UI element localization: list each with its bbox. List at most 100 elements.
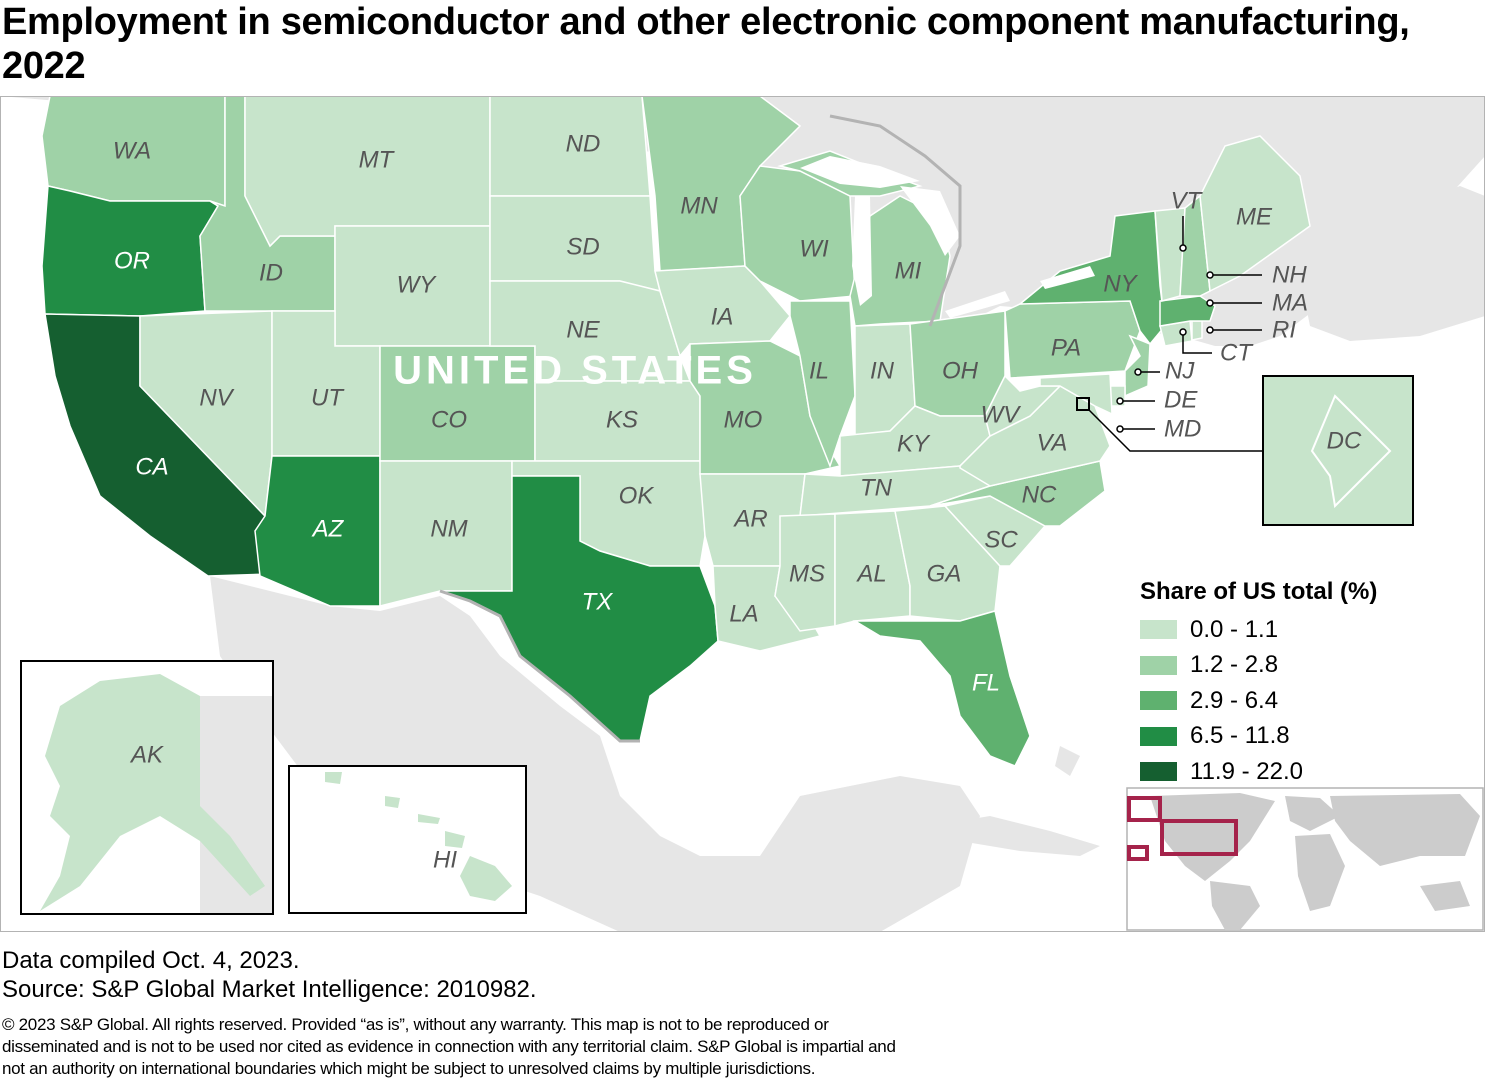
lake-superior xyxy=(800,156,920,188)
label-md: MD xyxy=(1164,415,1201,442)
legend-label: 11.9 - 22.0 xyxy=(1190,757,1303,785)
label-nv: NV xyxy=(199,384,234,411)
lake-erie xyxy=(945,291,1010,318)
state-ri xyxy=(1191,320,1203,341)
map-title: Employment in semiconductor and other el… xyxy=(2,1,1410,87)
label-de: DE xyxy=(1164,386,1198,413)
state-md xyxy=(1039,373,1113,416)
label-il: IL xyxy=(809,357,829,384)
state-ma xyxy=(1159,295,1216,327)
legend-item: 6.5 - 11.8 xyxy=(1140,719,1377,755)
label-az: AZ xyxy=(311,515,345,542)
state-me xyxy=(1199,135,1311,293)
state-hi-molokai xyxy=(418,814,440,824)
legend-title: Share of US total (%) xyxy=(1140,578,1378,605)
state-il xyxy=(789,300,856,469)
lake-ontario xyxy=(1040,266,1095,289)
label-sd: SD xyxy=(566,233,599,260)
legend-item: 1.2 - 2.8 xyxy=(1140,648,1377,684)
label-ks: KS xyxy=(606,406,638,433)
state-hi-big xyxy=(460,856,512,901)
state-hi-maui xyxy=(445,831,465,848)
lake-michigan xyxy=(852,196,872,306)
label-mi: MI xyxy=(895,257,922,284)
us-map: UNITED STATES WA OR CA ID NV MT WY UT AZ… xyxy=(0,96,1485,932)
label-id: ID xyxy=(259,259,283,286)
state-hi-kauai xyxy=(325,772,342,784)
label-la: LA xyxy=(729,600,758,627)
label-ri: RI xyxy=(1272,316,1296,343)
bahamas-land xyxy=(1055,746,1080,776)
world-locator-boxes xyxy=(1127,796,1238,861)
label-oh: OH xyxy=(942,357,979,384)
label-pa: PA xyxy=(1051,334,1081,361)
label-wi: WI xyxy=(799,235,829,262)
label-ma: MA xyxy=(1272,289,1308,316)
label-ny: NY xyxy=(1103,270,1138,297)
footer-notes: Data compiled Oct. 4, 2023. Source: S&P … xyxy=(2,946,537,1004)
label-wy: WY xyxy=(397,271,438,298)
label-ct: CT xyxy=(1220,339,1254,366)
label-wa: WA xyxy=(113,137,151,164)
label-nj: NJ xyxy=(1165,357,1195,384)
legend-item: 0.0 - 1.1 xyxy=(1140,612,1377,648)
label-tn: TN xyxy=(860,474,893,501)
label-or: OR xyxy=(114,247,150,274)
label-ca: CA xyxy=(135,453,168,480)
locator-box-hawaii xyxy=(1127,845,1149,861)
label-va: VA xyxy=(1037,429,1068,456)
map-frame: UNITED STATES WA OR CA ID NV MT WY UT AZ… xyxy=(0,96,1485,932)
state-fl xyxy=(852,610,1031,767)
label-tx: TX xyxy=(582,588,614,615)
label-dc: DC xyxy=(1327,427,1362,454)
legend-label: 2.9 - 6.4 xyxy=(1190,686,1279,714)
label-wv: WV xyxy=(981,401,1022,428)
state-ak xyxy=(40,674,265,911)
copyright-notice: © 2023 S&P Global. All rights reserved. … xyxy=(2,1015,896,1078)
label-mn: MN xyxy=(680,192,718,219)
label-mt: MT xyxy=(359,146,396,173)
label-me: ME xyxy=(1236,203,1273,230)
source-note: Source: S&P Global Market Intelligence: … xyxy=(2,976,537,1003)
world-land xyxy=(1150,793,1480,930)
label-ok: OK xyxy=(619,482,655,509)
state-hi-oahu xyxy=(385,796,400,808)
canada-maritime-land xyxy=(1300,186,1485,341)
label-ut: UT xyxy=(311,384,345,411)
label-nc: NC xyxy=(1022,481,1057,508)
legend-label: 1.2 - 2.8 xyxy=(1190,651,1279,679)
dc-locator-square xyxy=(1076,397,1090,411)
country-label: UNITED STATES xyxy=(393,349,757,393)
dc-leader-line xyxy=(1088,409,1262,452)
label-vt: VT xyxy=(1171,187,1204,214)
legend-label: 0.0 - 1.1 xyxy=(1190,615,1279,643)
data-compiled-note: Data compiled Oct. 4, 2023. xyxy=(2,947,300,974)
legend: Share of US total (%) 0.0 - 1.1 1.2 - 2.… xyxy=(1140,578,1377,790)
legend-swatch xyxy=(1140,762,1177,782)
legend-item: 11.9 - 22.0 xyxy=(1140,754,1377,790)
legend-swatch xyxy=(1140,726,1177,746)
legend-swatch xyxy=(1140,620,1177,640)
lake-huron xyxy=(900,186,960,256)
callout-labels: NH MA RI CT NJ DE MD xyxy=(1164,261,1308,442)
label-ne: NE xyxy=(566,316,600,343)
label-ia: IA xyxy=(711,303,734,330)
label-ar: AR xyxy=(732,505,767,532)
legend-swatch xyxy=(1140,691,1177,711)
states-layer xyxy=(41,96,1311,767)
label-in: IN xyxy=(870,357,895,384)
label-hi: HI xyxy=(433,846,457,873)
locator-box-conus xyxy=(1160,819,1238,856)
cuba-land xyxy=(930,816,1100,856)
label-al: AL xyxy=(855,560,886,587)
label-fl: FL xyxy=(972,669,1000,696)
label-ms: MS xyxy=(789,560,825,587)
us-border-line xyxy=(439,114,962,743)
label-nd: ND xyxy=(566,130,601,157)
dc-inset-dc xyxy=(1310,394,1392,509)
callout-leaders xyxy=(1116,216,1262,433)
label-ga: GA xyxy=(927,560,962,587)
state-labels: WA OR CA ID NV MT WY UT AZ CO NM ND SD N… xyxy=(113,130,1273,696)
label-ky: KY xyxy=(897,430,931,457)
label-mo: MO xyxy=(724,406,763,433)
